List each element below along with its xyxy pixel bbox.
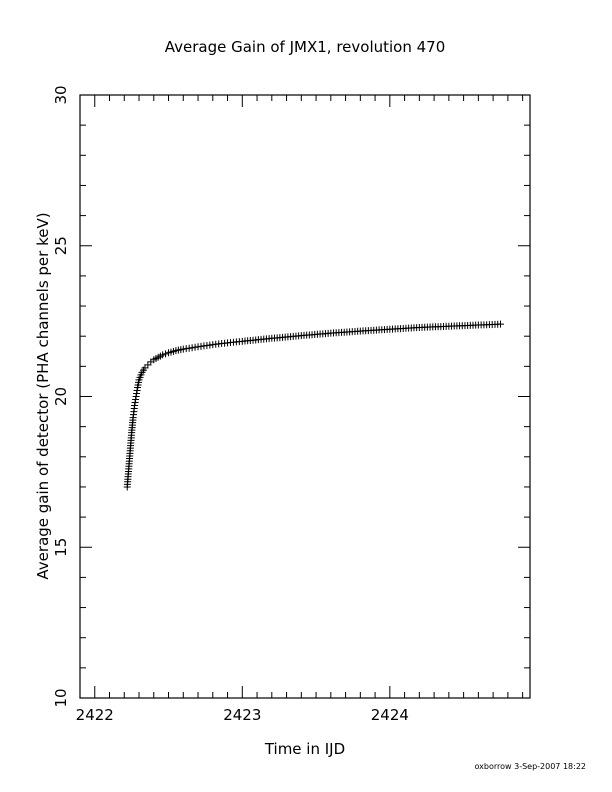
data-point — [474, 321, 482, 329]
x-tick-label: 2424 — [371, 706, 409, 724]
data-point — [356, 327, 364, 335]
data-point — [386, 325, 394, 333]
data-point — [268, 334, 276, 342]
data-point — [135, 376, 143, 384]
y-tick-label: 30 — [52, 85, 70, 104]
data-point — [128, 429, 136, 437]
y-tick-label: 20 — [52, 387, 70, 406]
data-point — [327, 329, 335, 337]
y-tick-label: 25 — [52, 236, 70, 255]
x-axis-label: Time in IJD — [264, 740, 345, 758]
data-point — [238, 337, 246, 345]
data-point — [126, 447, 134, 455]
data-point — [496, 320, 504, 328]
data-marker-infill — [162, 350, 170, 358]
data-point — [144, 361, 152, 369]
data-point — [445, 322, 453, 330]
footer-credit: oxborrow 3-Sep-2007 18:22 — [475, 762, 587, 771]
data-point — [159, 351, 167, 359]
data-point — [141, 364, 149, 372]
data-point — [131, 402, 139, 410]
data-point — [224, 339, 232, 347]
data-point — [165, 349, 173, 357]
y-tick-label: 10 — [52, 688, 70, 707]
tick-labels: 10 15 20 25 30 2422 2423 2424 — [52, 85, 409, 724]
data-point — [172, 347, 180, 355]
data-point — [125, 465, 133, 473]
data-markers — [123, 320, 504, 491]
y-tick-label: 15 — [52, 538, 70, 557]
x-tick-label: 2422 — [76, 706, 114, 724]
y-axis-label: Average gain of detector (PHA channels p… — [34, 212, 52, 579]
data-point — [179, 345, 187, 353]
plot-frame — [79, 94, 531, 699]
ticks — [79, 94, 530, 699]
x-tick-label: 2423 — [223, 706, 261, 724]
chart-title: Average Gain of JMX1, revolution 470 — [165, 38, 446, 56]
data-point — [194, 343, 202, 351]
data-point — [297, 332, 305, 340]
data-point — [209, 341, 217, 349]
data-point — [154, 353, 162, 361]
data-point — [123, 483, 131, 491]
data-point — [134, 383, 142, 391]
data-point — [415, 323, 423, 331]
data-point — [132, 393, 140, 400]
data-point — [150, 356, 158, 364]
data-point — [138, 368, 146, 376]
data-point — [129, 414, 137, 422]
